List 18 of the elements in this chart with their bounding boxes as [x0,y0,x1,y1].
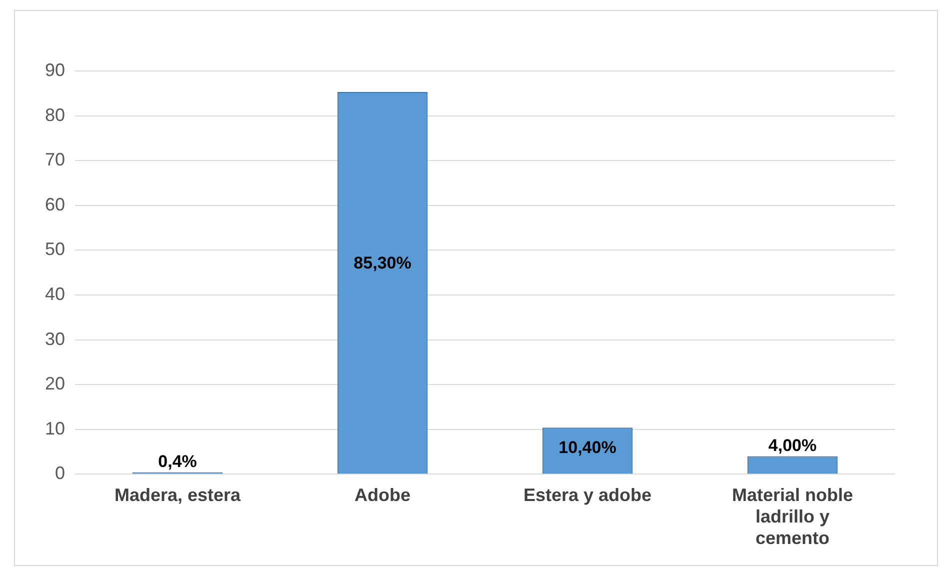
x-tick-label: Adobe [354,484,411,505]
x-tick-label: Material noble ladrillo y cemento [732,484,854,548]
y-tick-label: 60 [44,194,66,214]
data-label: 85,30% [354,253,412,272]
y-tick-label: 70 [44,150,66,170]
data-label: 0,4% [158,452,197,472]
data-label: 10,40% [558,438,616,458]
y-tick-label: 30 [44,328,66,349]
data-label: 4,00% [768,436,817,455]
x-tick-label: Madera, estera [114,484,242,505]
y-tick-label: 0 [55,463,66,484]
y-tick-label: 50 [44,239,66,260]
y-tick-label: 80 [44,104,66,125]
x-tick-label: Estera y adobe [523,484,652,505]
y-tick-label: 90 [44,60,66,80]
y-tick-label: 10 [44,418,66,438]
y-tick-label: 20 [44,374,66,394]
y-tick-label: 40 [44,284,66,304]
